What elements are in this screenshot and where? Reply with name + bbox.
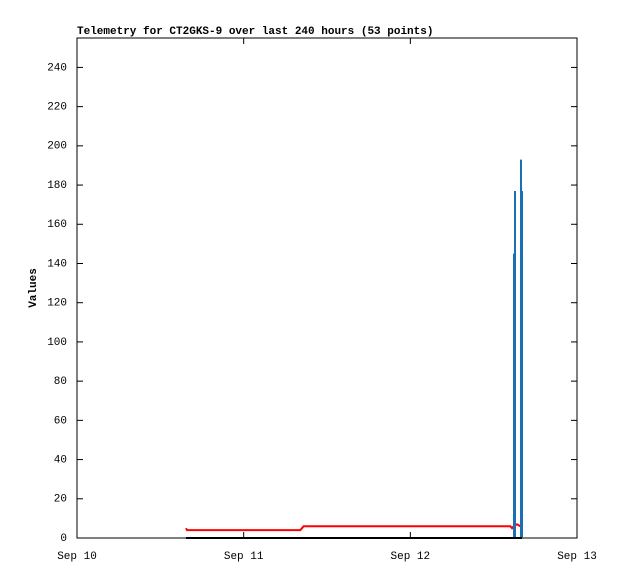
y-tick-label: 20: [54, 494, 67, 506]
y-tick-label: 240: [47, 62, 67, 74]
y-tick-label: 140: [47, 258, 67, 270]
y-tick-label: 200: [47, 141, 67, 153]
y-tick-label: 120: [47, 298, 67, 310]
plot-frame: [76, 37, 578, 539]
y-tick-label: 40: [54, 454, 67, 466]
y-tick-label: 60: [54, 415, 67, 427]
x-tick-label: Sep 13: [557, 551, 597, 563]
chart-title: Telemetry for CT2GKS-9 over last 240 hou…: [77, 26, 433, 38]
x-tick-label: Sep 11: [224, 551, 264, 563]
y-tick-label: 180: [47, 180, 67, 192]
y-tick-label: 0: [60, 533, 67, 545]
y-tick-label: 160: [47, 219, 67, 231]
y-tick-label: 220: [47, 102, 67, 114]
y-axis-label: Values: [28, 268, 40, 308]
series-line: [185, 523, 522, 532]
x-tick-label: Sep 12: [391, 551, 431, 563]
y-tick-label: 100: [47, 337, 67, 349]
x-tick-label: Sep 10: [57, 551, 97, 563]
y-tick-label: 80: [54, 376, 67, 388]
